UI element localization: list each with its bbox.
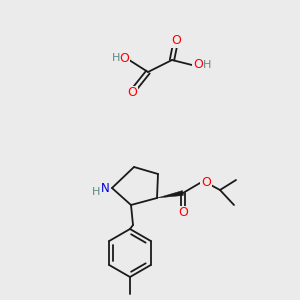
Polygon shape	[157, 190, 184, 198]
Text: O: O	[201, 176, 211, 190]
Text: O: O	[127, 86, 137, 100]
Text: H: H	[203, 60, 212, 70]
Text: H: H	[92, 187, 100, 197]
Text: H: H	[112, 53, 120, 63]
Text: N: N	[101, 182, 110, 194]
Text: O: O	[119, 52, 129, 64]
Text: O: O	[171, 34, 181, 46]
Text: O: O	[178, 206, 188, 220]
Text: O: O	[193, 58, 203, 71]
